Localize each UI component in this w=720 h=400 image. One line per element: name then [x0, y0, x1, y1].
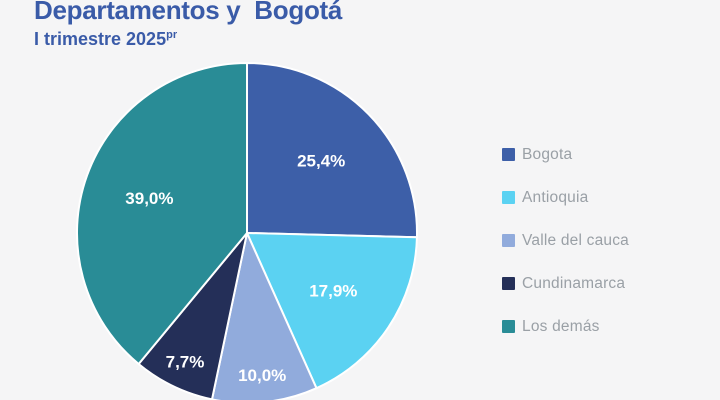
legend-label-valle-del-cauca: Valle del cauca — [522, 231, 629, 249]
chart-title: Departamentos y Bogotá — [34, 0, 343, 25]
legend-item-cundinamarca: Cundinamarca — [502, 262, 629, 305]
legend-swatch-valle-del-cauca — [502, 234, 515, 247]
legend-item-antioquia: Antioquia — [502, 176, 629, 219]
pie-slice-label-valle-del-cauca: 10,0% — [238, 366, 286, 385]
chart-subtitle: I trimestre 2025pr — [34, 29, 342, 50]
pie-slice-label-antioquia: 17,9% — [309, 282, 357, 301]
legend-label-los-demas: Los demás — [522, 317, 600, 335]
chart-header: Departamentos y Bogotá I trimestre 2025p… — [34, 0, 342, 50]
legend-item-bogota: Bogota — [502, 133, 629, 176]
pie-slice-antioquia — [246, 232, 418, 390]
legend-swatch-los-demas — [502, 320, 515, 333]
chart-subtitle-text: I trimestre 2025 — [34, 29, 167, 49]
chart-subtitle-superscript: pr — [166, 29, 178, 41]
pie-slice-label-bogota: 25,4% — [297, 152, 345, 171]
pie-slice-label-los-demas: 39,0% — [125, 189, 173, 208]
legend-label-antioquia: Antioquia — [522, 188, 589, 206]
legend-swatch-antioquia — [502, 191, 515, 204]
legend-swatch-bogota — [502, 148, 515, 161]
chart-legend: Bogota Antioquia Valle del cauca Cundinamar… — [502, 133, 629, 348]
pie-slice-los-demas — [75, 62, 248, 365]
legend-swatch-cundinamarca — [502, 277, 515, 290]
pie-slice-label-cundinamarca: 7,7% — [166, 353, 205, 372]
legend-label-bogota: Bogota — [522, 145, 573, 163]
legend-item-valle-del-cauca: Valle del cauca — [502, 219, 629, 262]
pie-slice-bogota — [246, 62, 418, 239]
legend-item-los-demas: Los demás — [502, 305, 629, 348]
legend-label-cundinamarca: Cundinamarca — [522, 274, 626, 292]
